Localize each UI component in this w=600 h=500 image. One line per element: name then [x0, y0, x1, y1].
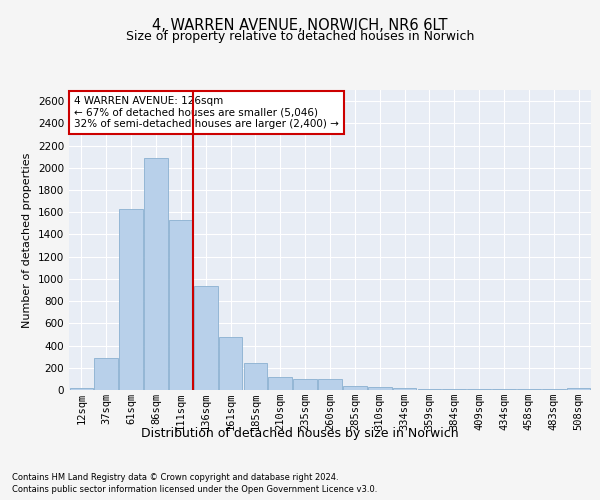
Bar	[144, 158, 168, 390]
Bar	[219, 336, 242, 390]
Y-axis label: Number of detached properties: Number of detached properties	[22, 152, 32, 328]
Bar	[119, 209, 143, 390]
Bar	[268, 377, 292, 390]
Text: Contains HM Land Registry data © Crown copyright and database right 2024.: Contains HM Land Registry data © Crown c…	[12, 472, 338, 482]
Bar	[418, 389, 441, 390]
Text: Contains public sector information licensed under the Open Government Licence v3: Contains public sector information licen…	[12, 485, 377, 494]
Text: 4 WARREN AVENUE: 126sqm
← 67% of detached houses are smaller (5,046)
32% of semi: 4 WARREN AVENUE: 126sqm ← 67% of detache…	[74, 96, 339, 129]
Text: Distribution of detached houses by size in Norwich: Distribution of detached houses by size …	[141, 428, 459, 440]
Bar	[368, 387, 392, 390]
Bar	[194, 286, 218, 390]
Bar	[293, 380, 317, 390]
Text: 4, WARREN AVENUE, NORWICH, NR6 6LT: 4, WARREN AVENUE, NORWICH, NR6 6LT	[152, 18, 448, 32]
Bar	[70, 388, 93, 390]
Bar	[94, 358, 118, 390]
Bar	[567, 388, 590, 390]
Text: Size of property relative to detached houses in Norwich: Size of property relative to detached ho…	[126, 30, 474, 43]
Bar	[318, 380, 342, 390]
Bar	[393, 388, 416, 390]
Bar	[442, 389, 466, 390]
Bar	[244, 364, 267, 390]
Bar	[343, 386, 367, 390]
Bar	[169, 220, 193, 390]
